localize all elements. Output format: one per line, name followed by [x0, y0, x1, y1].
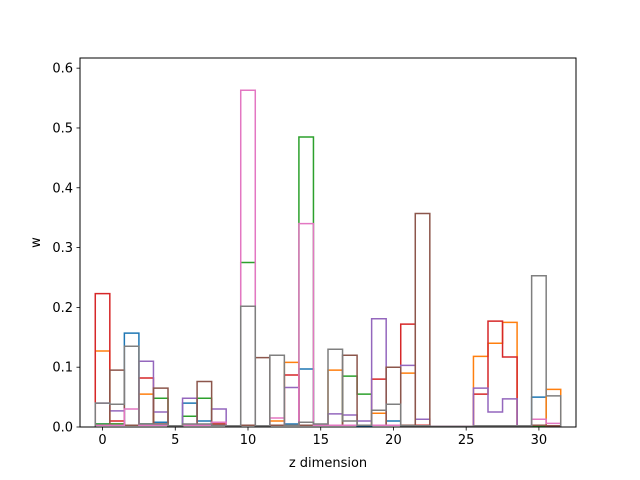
- y-axis: 0.0 0.1 0.2 0.3 0.4 0.5 0.6: [52, 62, 80, 436]
- x-tick-label: 20: [385, 433, 402, 448]
- x-axis: 0 5 10 15 20 25 30: [98, 427, 547, 448]
- x-tick-label: 15: [312, 433, 329, 448]
- x-tick-label: 30: [531, 433, 548, 448]
- y-tick-label: 0.5: [52, 121, 73, 136]
- y-tick-label: 0.6: [52, 62, 73, 77]
- series-8-step-line: [94, 274, 562, 428]
- y-tick-label: 0.0: [52, 421, 73, 436]
- plot-frame: [79, 57, 577, 428]
- x-tick-label: 10: [240, 433, 257, 448]
- y-tick-label: 0.4: [52, 181, 73, 196]
- x-tick-label: 0: [98, 433, 106, 448]
- y-tick-label: 0.2: [52, 301, 73, 316]
- x-axis-label: z dimension: [289, 456, 367, 471]
- series-layer: [94, 89, 562, 428]
- x-tick-label: 5: [171, 433, 179, 448]
- y-tick-label: 0.3: [52, 241, 73, 256]
- x-tick-label: 25: [458, 433, 475, 448]
- y-axis-label: w: [29, 237, 44, 248]
- y-tick-label: 0.1: [52, 361, 73, 376]
